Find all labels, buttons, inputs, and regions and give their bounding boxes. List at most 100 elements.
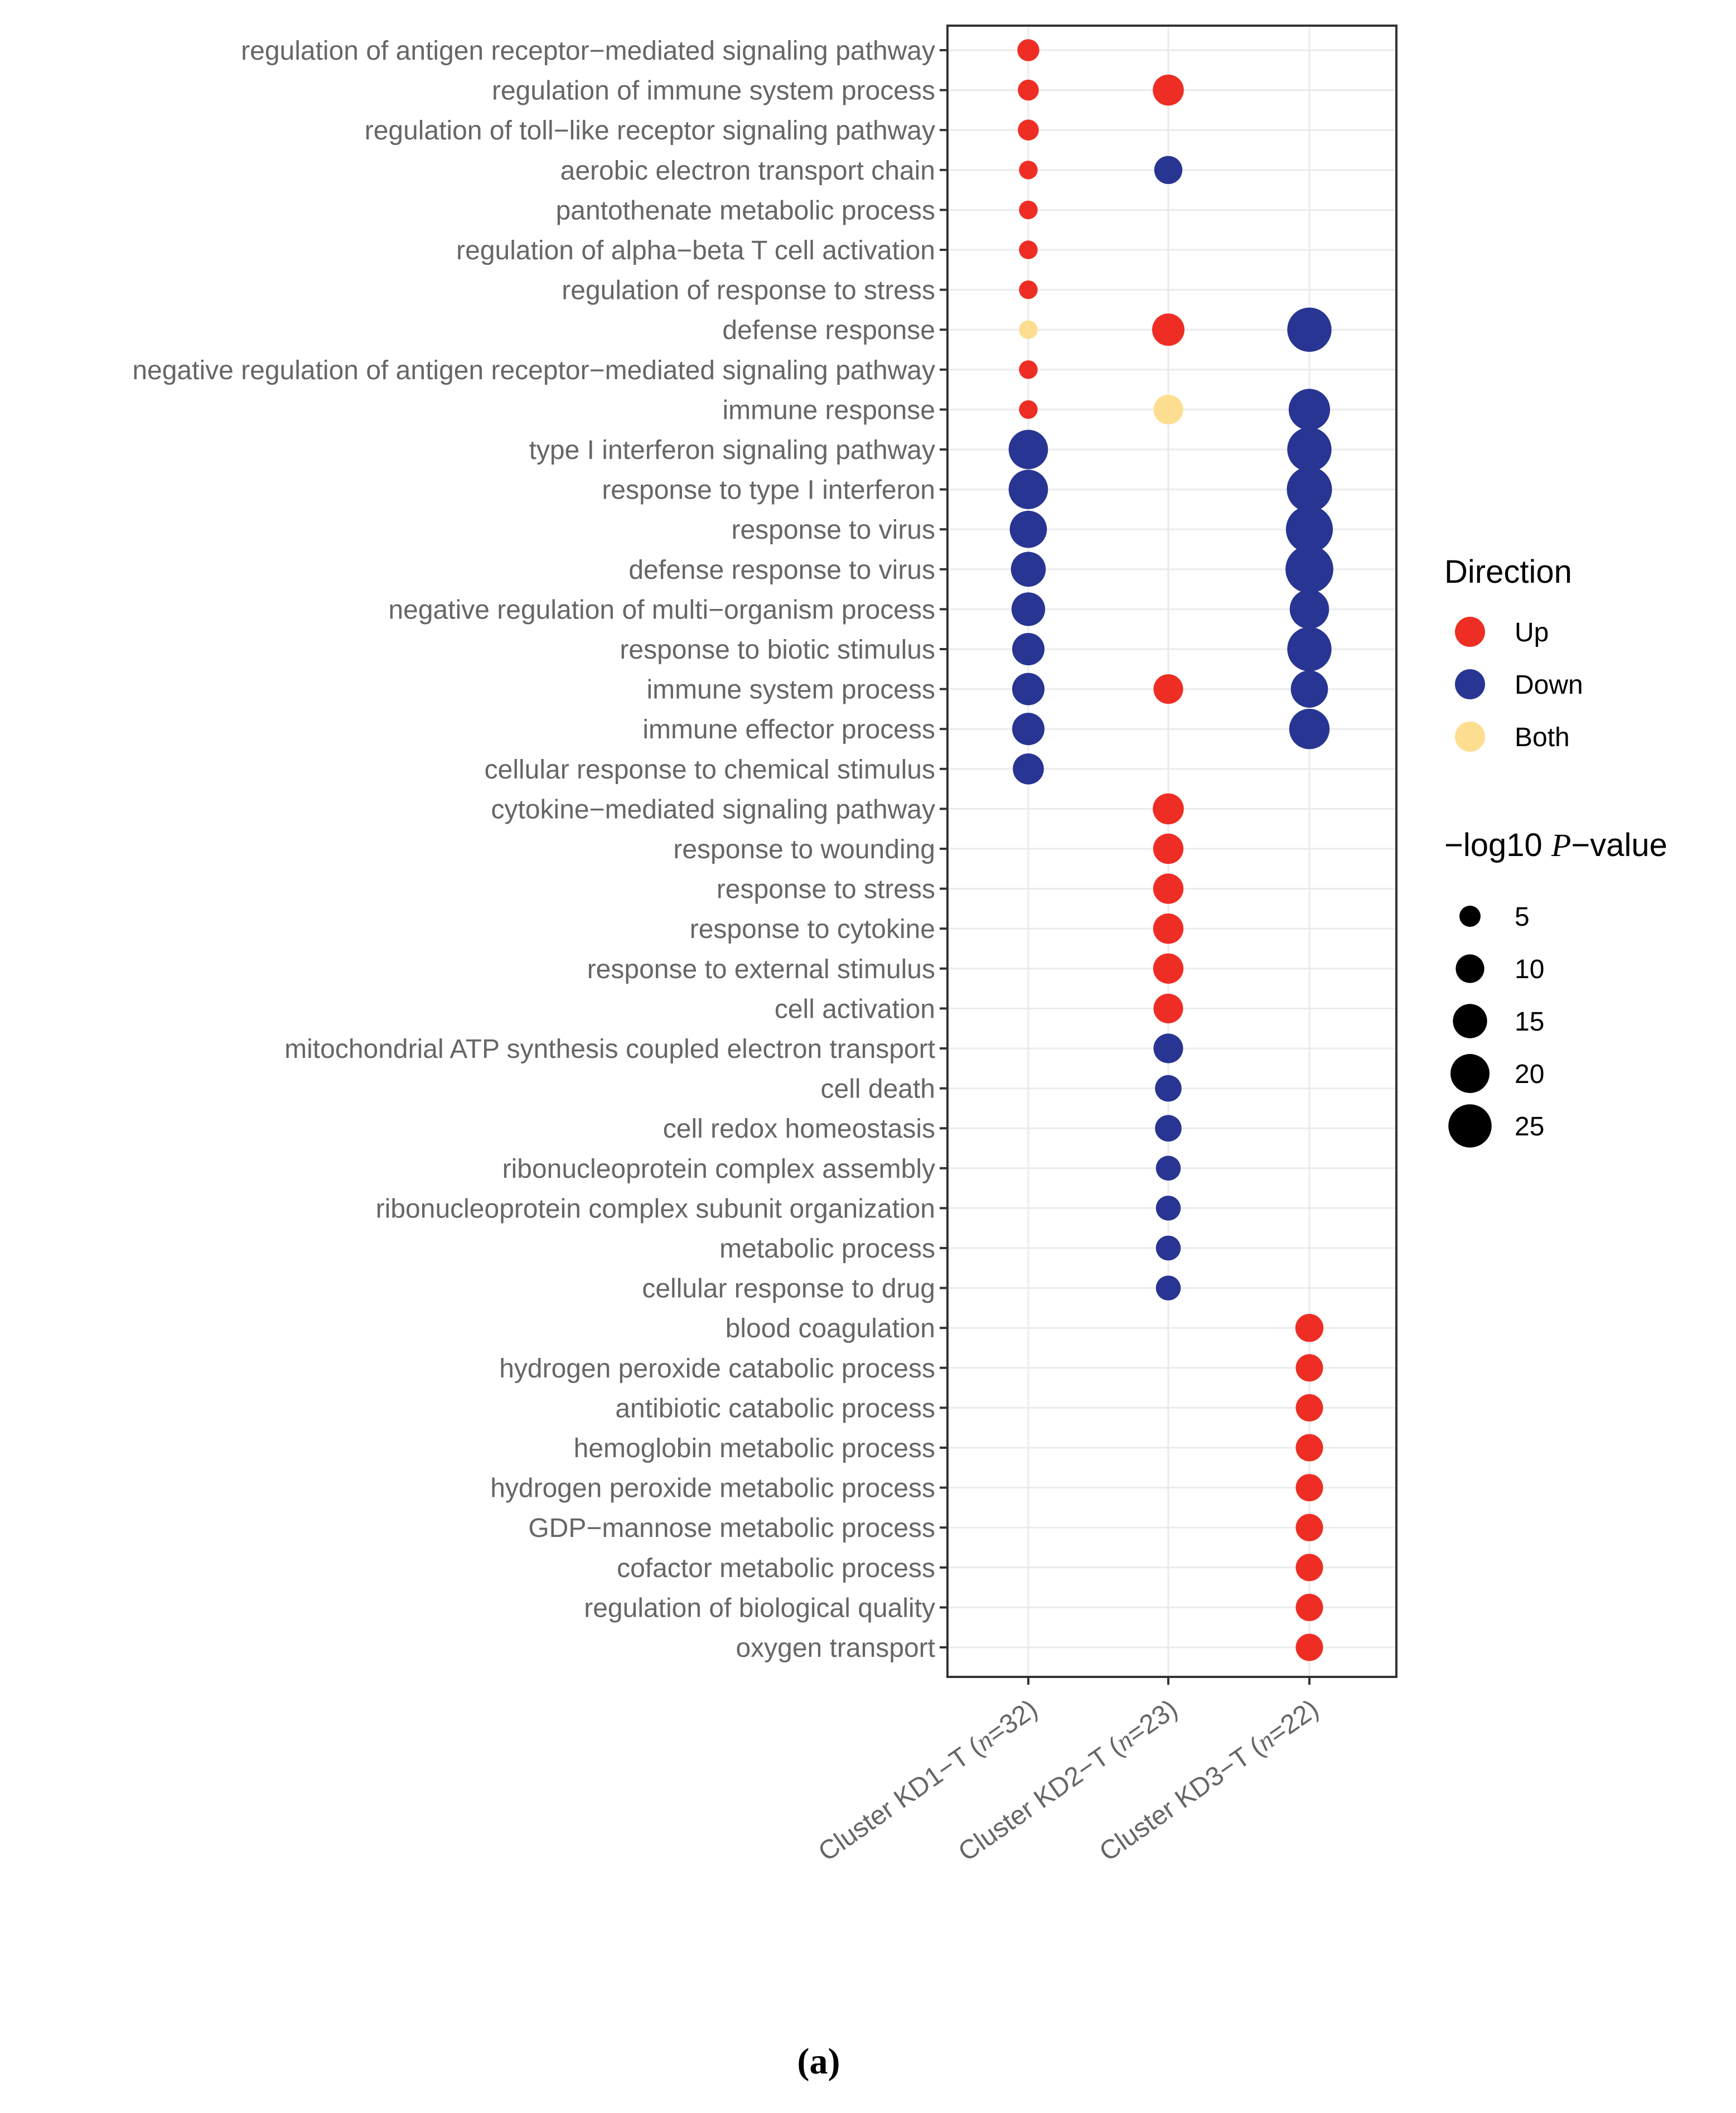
data-point	[1295, 1554, 1323, 1582]
y-tick-label: cofactor metabolic process	[617, 1554, 935, 1583]
data-point	[1153, 674, 1183, 704]
y-tick-label: type I interferon signaling pathway	[529, 436, 935, 465]
data-point	[1008, 429, 1048, 470]
data-point	[1295, 1313, 1324, 1342]
legend-key-both	[1455, 722, 1485, 752]
legend-size-label: 20	[1515, 1060, 1544, 1089]
y-tick-label: immune effector process	[642, 715, 935, 744]
y-tick-label: response to type I interferon	[602, 476, 935, 505]
y-tick-label: regulation of toll−like receptor signali…	[365, 116, 935, 146]
y-tick-label: hydrogen peroxide metabolic process	[490, 1474, 935, 1503]
y-tick-label: antibiotic catabolic process	[615, 1394, 935, 1423]
data-point	[1285, 545, 1333, 593]
data-point	[1295, 1394, 1323, 1421]
data-point	[1153, 74, 1184, 106]
data-point	[1153, 873, 1184, 904]
data-point	[1012, 673, 1045, 705]
data-point	[1295, 1593, 1323, 1621]
y-tick-label: pantothenate metabolic process	[556, 196, 935, 225]
y-tick-label: defense response	[722, 316, 935, 345]
data-point	[1153, 953, 1184, 984]
data-point	[1008, 470, 1048, 509]
y-tick-label: response to wounding	[673, 835, 935, 864]
data-points	[1008, 39, 1333, 1661]
legend-direction-title: Direction	[1444, 554, 1572, 590]
data-point	[1295, 1434, 1323, 1462]
data-point	[1295, 1354, 1323, 1382]
y-tick-label: response to virus	[731, 515, 935, 545]
data-point	[1155, 1196, 1181, 1221]
y-tick-label: cellular response to drug	[642, 1274, 935, 1304]
data-point	[1019, 161, 1038, 180]
y-tick-label: regulation of biological quality	[584, 1593, 935, 1623]
data-point	[1019, 400, 1038, 419]
legend-size-title: −log10 P−value	[1444, 827, 1667, 863]
data-point	[1295, 1474, 1323, 1502]
data-point	[1013, 753, 1044, 785]
data-point	[1153, 394, 1183, 424]
data-point	[1019, 280, 1038, 299]
data-point	[1295, 1633, 1323, 1661]
y-tick-label: regulation of antigen receptor−mediated …	[241, 36, 935, 66]
data-point	[1019, 240, 1038, 259]
legend-size-key	[1450, 1054, 1490, 1093]
legend-size-label: 15	[1515, 1007, 1544, 1037]
legend-size: −log10 P−value 5 10 15 20 25	[1444, 827, 1667, 1148]
legend-label-down: Down	[1515, 670, 1583, 700]
data-point	[1287, 627, 1332, 671]
y-tick-label: response to stress	[717, 875, 935, 905]
x-tick-label: Cluster KD2−T (n=23)	[953, 1694, 1183, 1868]
legend-size-key	[1459, 906, 1481, 927]
x-tick-label: Cluster KD1−T (n=32)	[813, 1694, 1043, 1868]
data-point	[1018, 119, 1039, 141]
data-point	[1153, 993, 1183, 1023]
legend-size-key	[1455, 954, 1484, 983]
y-tick-label: oxygen transport	[736, 1633, 935, 1663]
y-tick-label: regulation of alpha−beta T cell activati…	[456, 236, 935, 265]
data-point	[1154, 156, 1183, 185]
y-axis: regulation of antigen receptor−mediated …	[132, 36, 947, 1663]
y-tick-label: hemoglobin metabolic process	[574, 1434, 935, 1463]
y-tick-label: aerobic electron transport chain	[560, 156, 935, 186]
y-tick-label: mitochondrial ATP synthesis coupled elec…	[284, 1034, 935, 1064]
y-tick-label: ribonucleoprotein complex assembly	[502, 1154, 935, 1184]
y-tick-label: defense response to virus	[628, 555, 935, 585]
data-point	[1155, 1155, 1181, 1181]
legend-label-up: Up	[1515, 618, 1549, 647]
legend-label-both: Both	[1515, 723, 1570, 752]
y-tick-label: negative regulation of antigen receptor−…	[132, 356, 935, 385]
y-tick-label: immune response	[722, 395, 935, 425]
data-point	[1290, 670, 1328, 708]
data-point	[1155, 1275, 1181, 1300]
data-point	[1017, 39, 1039, 61]
y-tick-label: regulation of response to stress	[562, 276, 935, 306]
y-tick-label: cellular response to chemical stimulus	[485, 755, 935, 785]
data-point	[1287, 467, 1332, 512]
legend-size-key	[1448, 1104, 1492, 1148]
data-point	[1288, 389, 1331, 431]
figure-caption: (a)	[797, 2041, 840, 2082]
legend-size-key	[1453, 1004, 1487, 1038]
data-point	[1019, 360, 1038, 379]
y-tick-label: response to external stimulus	[587, 955, 935, 984]
y-tick-label: ribonucleoprotein complex subunit organi…	[376, 1194, 935, 1224]
data-point	[1287, 427, 1332, 472]
data-point	[1153, 913, 1184, 944]
panel-border	[946, 25, 1397, 1678]
legend-key-down	[1455, 669, 1485, 699]
data-point	[1289, 589, 1329, 629]
y-tick-label: cell redox homeostasis	[663, 1114, 935, 1144]
data-point	[1019, 200, 1038, 220]
y-tick-label: response to biotic stimulus	[620, 635, 935, 665]
data-point	[1153, 1033, 1183, 1063]
data-point	[1155, 1075, 1182, 1102]
data-point	[1287, 307, 1332, 352]
y-tick-label: immune system process	[647, 675, 935, 705]
legend-size-label: 5	[1515, 902, 1530, 932]
data-point	[1153, 793, 1184, 825]
data-point	[1018, 79, 1039, 101]
data-point	[1012, 713, 1045, 746]
data-point	[1011, 592, 1046, 626]
data-point	[1010, 552, 1046, 587]
data-point	[1285, 506, 1333, 553]
